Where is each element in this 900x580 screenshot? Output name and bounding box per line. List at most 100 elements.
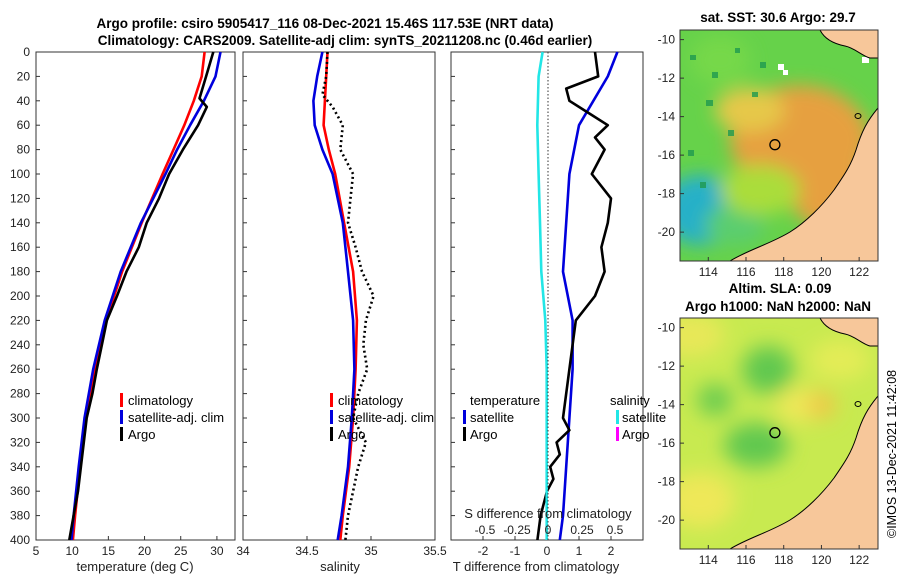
series-line-argo bbox=[68, 51, 215, 541]
y-tick-label: 200 bbox=[10, 289, 30, 303]
y-tick-label: 120 bbox=[10, 191, 30, 205]
argo-position-marker bbox=[769, 427, 781, 439]
x-tick-label: 5 bbox=[33, 544, 40, 558]
legend-argo-swatch bbox=[330, 427, 333, 441]
s-difference-label: S difference from climatology bbox=[464, 506, 632, 521]
series-line-satellite-adj-clim bbox=[70, 51, 222, 541]
legend-satellite-label: satellite-adj. clim bbox=[338, 410, 434, 425]
argo-position-marker bbox=[769, 139, 781, 151]
map-x-tick-label: 118 bbox=[774, 265, 793, 279]
temperature-plot-frame bbox=[35, 51, 236, 541]
difference-panel: -2 -1 0 1 2 T difference from climatology S … bbox=[450, 51, 666, 574]
map-x-tick-label: 118 bbox=[774, 553, 793, 567]
series-line-temperature-satellite bbox=[558, 51, 619, 541]
legend-climatology-label: climatology bbox=[338, 393, 404, 408]
sst-map-frame bbox=[679, 29, 879, 262]
legend-argo-label: Argo bbox=[128, 427, 155, 442]
y-tick-label: 140 bbox=[10, 216, 30, 230]
s-diff-tick: -0.25 bbox=[503, 523, 531, 537]
x-tick-label: 34 bbox=[236, 544, 250, 558]
map-x-tick-label: 114 bbox=[699, 553, 718, 567]
temperature-panel: 0 20 40 60 80 100 120 140 160 180 200 220 240 260 280 3… bbox=[10, 45, 236, 574]
y-tick-label: 180 bbox=[10, 265, 30, 279]
difference-legend: temperature satellite Argo salinity sate… bbox=[463, 393, 666, 442]
x-tick-label: 2 bbox=[608, 544, 615, 558]
y-tick-label: 60 bbox=[17, 118, 31, 132]
legend-satellite-label: satellite-adj. clim bbox=[128, 410, 224, 425]
sla-map-title-line1: Altim. SLA: 0.09 bbox=[729, 281, 832, 296]
x-tick-label: 15 bbox=[102, 544, 116, 558]
y-tick-label: 260 bbox=[10, 362, 30, 376]
legend-argo-swatch bbox=[120, 427, 123, 441]
legend-climatology-label: climatology bbox=[128, 393, 194, 408]
x-tick-label: 1 bbox=[576, 544, 583, 558]
map-y-tick-label: -10 bbox=[658, 321, 676, 335]
legend-temperature-title: temperature bbox=[470, 393, 540, 408]
s-diff-tick: 0 bbox=[545, 523, 552, 537]
y-tick-label: 20 bbox=[17, 69, 31, 83]
x-tick-label: 10 bbox=[66, 544, 80, 558]
s-difference-tick-row: -0.5 -0.25 0 0.25 0.5 bbox=[475, 523, 624, 537]
y-tick-label: 40 bbox=[17, 94, 31, 108]
y-tick-label: 80 bbox=[17, 143, 31, 157]
legend-argo-label: Argo bbox=[338, 427, 365, 442]
imos-timestamp: ©IMOS 13-Dec-2021 11:42:08 bbox=[885, 370, 899, 538]
series-line-argo bbox=[321, 51, 375, 541]
x-tick-label: 30 bbox=[210, 544, 224, 558]
map-y-tick-label: -14 bbox=[658, 110, 676, 124]
temperature-xlabel: temperature (deg C) bbox=[76, 559, 193, 574]
map-y-tick-label: -12 bbox=[658, 359, 676, 373]
legend-s-argo-swatch bbox=[616, 427, 619, 441]
y-tick-label: 280 bbox=[10, 387, 30, 401]
x-tick-label: 20 bbox=[138, 544, 152, 558]
map-x-tick-label: 116 bbox=[736, 265, 755, 279]
y-tick-label: 360 bbox=[10, 484, 30, 498]
map-y-tick-label: -16 bbox=[658, 436, 676, 450]
difference-xlabel: T difference from climatology bbox=[453, 559, 620, 574]
salinity-xlabel: salinity bbox=[320, 559, 360, 574]
y-tick-label: 220 bbox=[10, 313, 30, 327]
map-y-tick-label: -14 bbox=[658, 398, 676, 412]
y-tick-label: 400 bbox=[10, 533, 30, 547]
x-tick-label: -1 bbox=[510, 544, 521, 558]
map-y-tick-label: -18 bbox=[658, 475, 676, 489]
sla-map-title-line2: Argo h1000: NaN h2000: NaN bbox=[685, 299, 871, 314]
x-tick-label: 34.5 bbox=[295, 544, 319, 558]
figure-title-line2: Climatology: CARS2009. Satellite-adj cli… bbox=[98, 33, 592, 48]
map-x-tick-label: 122 bbox=[849, 553, 869, 567]
y-tick-label: 240 bbox=[10, 338, 30, 352]
map-x-tick-label: 114 bbox=[699, 265, 718, 279]
map-y-tick-label: -18 bbox=[658, 187, 676, 201]
figure-title-line1: Argo profile: csiro 5905417_116 08-Dec-2… bbox=[97, 16, 554, 31]
legend-climatology-swatch bbox=[120, 393, 123, 407]
y-tick-label: 100 bbox=[10, 167, 30, 181]
sst-map: sat. SST: 30.6 Argo: 29.7 bbox=[658, 10, 879, 279]
s-diff-tick: 0.5 bbox=[607, 523, 624, 537]
x-tick-label: 35 bbox=[364, 544, 378, 558]
y-tick-label: 320 bbox=[10, 435, 30, 449]
legend-s-satellite-label: satellite bbox=[622, 410, 666, 425]
x-tick-label: -2 bbox=[478, 544, 489, 558]
salinity-panel: 34 34.5 35 35.5 salinity climatology satell… bbox=[236, 51, 447, 574]
y-tick-label: 300 bbox=[10, 411, 30, 425]
legend-t-satellite-label: satellite bbox=[470, 410, 514, 425]
temperature-legend: climatology satellite-adj. clim Argo bbox=[120, 393, 224, 442]
series-line-salinity-satellite bbox=[535, 51, 549, 540]
map-y-tick-label: -12 bbox=[658, 71, 676, 85]
legend-t-satellite-swatch bbox=[463, 410, 466, 424]
legend-satellite-swatch bbox=[120, 410, 123, 424]
legend-t-argo-label: Argo bbox=[470, 427, 497, 442]
legend-t-argo-swatch bbox=[463, 427, 466, 441]
s-diff-tick: -0.5 bbox=[475, 523, 496, 537]
legend-salinity-title: salinity bbox=[610, 393, 650, 408]
salinity-plot-frame bbox=[242, 51, 436, 541]
salinity-legend: climatology satellite-adj. clim Argo bbox=[330, 393, 434, 442]
map-y-tick-label: -16 bbox=[658, 148, 676, 162]
legend-s-argo-label: Argo bbox=[622, 427, 649, 442]
series-line-satellite-adj-clim bbox=[312, 51, 356, 541]
legend-climatology-swatch bbox=[330, 393, 333, 407]
map-x-tick-label: 120 bbox=[811, 265, 831, 279]
map-x-tick-label: 116 bbox=[736, 553, 755, 567]
sla-map-frame bbox=[679, 317, 879, 550]
